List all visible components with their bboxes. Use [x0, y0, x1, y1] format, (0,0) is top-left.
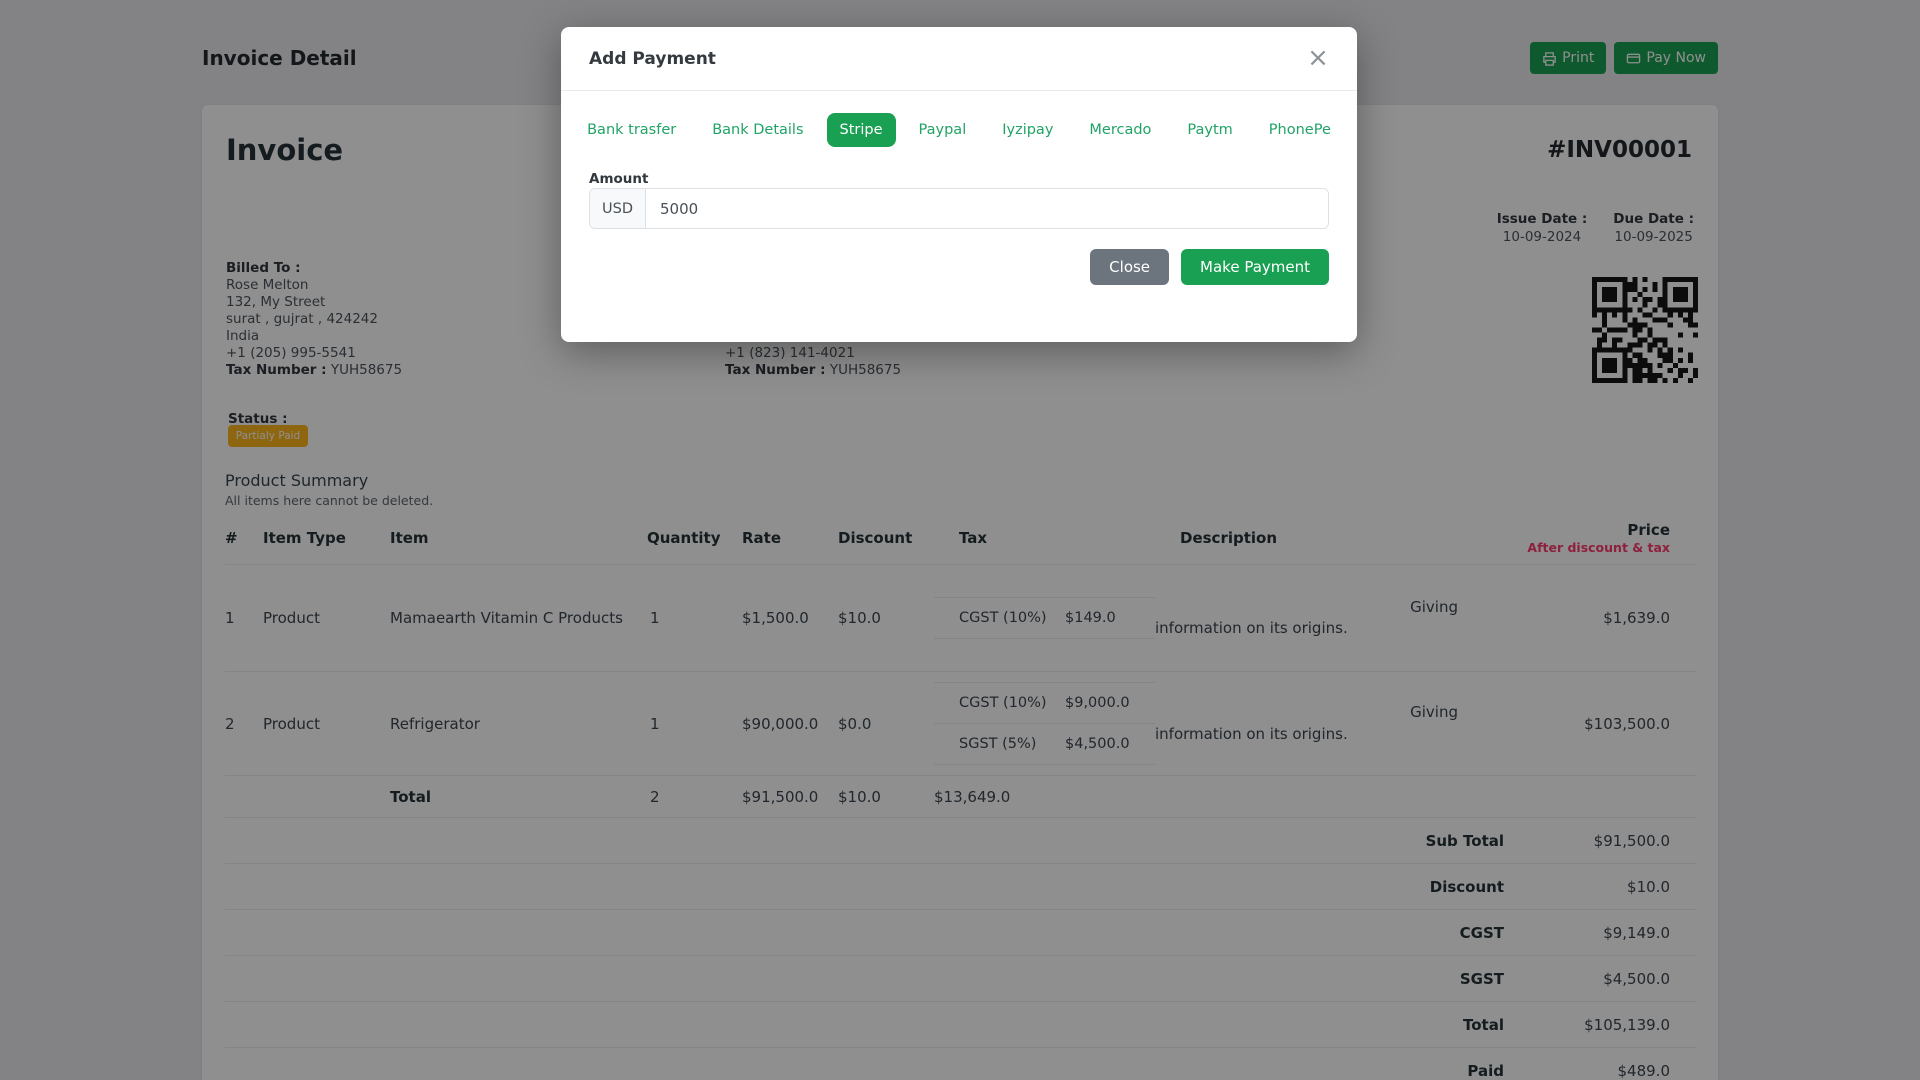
invoice-dates: Issue Date : 10-09-2024 Due Date : 10-09…	[1497, 211, 1694, 245]
summary-row-cgst: CGST $9,149.0	[225, 910, 1697, 956]
description-cell: Giving information on its origins.	[1155, 703, 1458, 743]
billed-to-block: Billed To : Rose Melton 132, My Street s…	[226, 260, 403, 378]
tab-paytm[interactable]: Paytm	[1174, 113, 1245, 147]
make-payment-button[interactable]: Make Payment	[1181, 249, 1329, 285]
summary-row-total: Total $105,139.0	[225, 1002, 1697, 1048]
billed-to-country: India	[226, 328, 260, 344]
ship-to-phone: +1 (823) 141-4021	[725, 345, 855, 361]
payment-method-tabs: Bank trasfer Bank Details Stripe Paypal …	[561, 113, 1357, 147]
tab-stripe[interactable]: Stripe	[826, 113, 896, 147]
billed-to-city: surat , gujrat , 424242	[226, 311, 378, 327]
product-table: # Item Type Item Quantity Rate Discount …	[225, 512, 1697, 1080]
print-button[interactable]: Print	[1530, 42, 1607, 74]
billed-to-street: 132, My Street	[226, 294, 326, 310]
summary-row-paid: Paid $489.0	[225, 1048, 1697, 1080]
credit-card-icon	[1626, 51, 1641, 66]
page-title: Invoice Detail	[202, 46, 357, 70]
tab-bank-details[interactable]: Bank Details	[699, 113, 816, 147]
table-row: 1 Product Mamaearth Vitamin C Products 1…	[225, 565, 1697, 672]
close-icon[interactable]: ×	[1301, 41, 1335, 75]
due-date: Due Date : 10-09-2025	[1613, 211, 1694, 245]
billed-to-name: Rose Melton	[226, 277, 309, 293]
invoice-heading: Invoice	[226, 133, 344, 167]
qr-code	[1592, 277, 1698, 383]
tax-cell: CGST (10%) $9,000.0 SGST (5%) $4,500.0	[934, 682, 1155, 765]
table-header-row: # Item Type Item Quantity Rate Discount …	[225, 512, 1697, 565]
product-summary-subtitle: All items here cannot be deleted.	[225, 493, 434, 508]
tab-bank-transfer[interactable]: Bank trasfer	[574, 113, 689, 147]
product-summary-title: Product Summary	[225, 471, 369, 490]
currency-addon: USD	[590, 189, 646, 228]
ship-to-block: +1 (823) 141-4021 Tax Number : YUH58675	[725, 345, 902, 378]
summary-row-sgst: SGST $4,500.0	[225, 956, 1697, 1002]
table-total-row: Total 2 $91,500.0 $10.0 $13,649.0	[225, 776, 1697, 818]
tab-phonepe[interactable]: PhonePe	[1256, 113, 1344, 147]
ship-to-tax: YUH58675	[829, 362, 902, 378]
issue-date: Issue Date : 10-09-2024	[1496, 211, 1588, 245]
status-label: Status :	[228, 411, 288, 427]
invoice-number: #INV00001	[1547, 137, 1692, 163]
modal-title: Add Payment	[589, 48, 716, 69]
billed-to-tax: YUH58675	[330, 362, 403, 378]
price-note: After discount & tax	[1527, 540, 1670, 555]
tax-cell: CGST (10%) $149.0	[934, 597, 1155, 639]
close-button[interactable]: Close	[1090, 249, 1170, 285]
summary-row-discount: Discount $10.0	[225, 864, 1697, 910]
amount-label: Amount	[589, 171, 649, 187]
pay-now-button[interactable]: Pay Now	[1614, 42, 1718, 74]
tab-iyzipay[interactable]: Iyzipay	[989, 113, 1066, 147]
amount-input[interactable]	[646, 189, 1328, 228]
tab-mercado[interactable]: Mercado	[1076, 113, 1164, 147]
billed-to-phone: +1 (205) 995-5541	[226, 345, 356, 361]
printer-icon	[1542, 51, 1557, 66]
summary-row-subtotal: Sub Total $91,500.0	[225, 818, 1697, 864]
status-badge: Partialy Paid	[228, 425, 308, 447]
tab-paypal[interactable]: Paypal	[906, 113, 980, 147]
description-cell: Giving information on its origins.	[1155, 597, 1458, 638]
add-payment-modal: Add Payment × Bank trasfer Bank Details …	[561, 27, 1357, 342]
table-row: 2 Product Refrigerator 1 $90,000.0 $0.0 …	[225, 672, 1697, 776]
